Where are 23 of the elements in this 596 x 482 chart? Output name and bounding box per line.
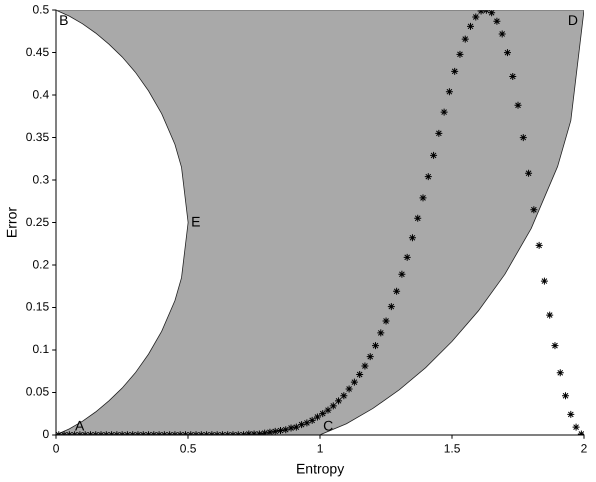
- annotation: D: [568, 12, 578, 28]
- y-tick-label: 0.1: [32, 342, 50, 356]
- x-tick-label: 0: [52, 441, 60, 456]
- y-axis-title: Error: [3, 206, 20, 238]
- annotation: B: [59, 12, 68, 28]
- y-tick-label: 0.5: [32, 2, 50, 17]
- y-tick-label: 0.25: [26, 214, 50, 229]
- x-axis-title: Entropy: [296, 460, 344, 476]
- y-tick-label: 0.4: [32, 87, 50, 102]
- y-tick-label: 0.3: [32, 172, 50, 186]
- x-tick-label: 0.5: [180, 441, 197, 456]
- x-tick-label: 2: [580, 441, 588, 456]
- x-tick-label: 1: [316, 441, 324, 456]
- y-tick-label: 0.35: [26, 130, 50, 144]
- y-tick-label: 0.05: [26, 384, 50, 399]
- y-tick-label: 0.15: [26, 300, 50, 314]
- y-tick-label: 0.45: [26, 44, 50, 59]
- x-tick-label: 1.5: [444, 441, 461, 456]
- y-tick-label: 0: [42, 427, 50, 442]
- annotation: C: [323, 418, 334, 434]
- y-tick-label: 0.2: [32, 257, 50, 272]
- annotation: A: [74, 418, 85, 434]
- annotation: E: [191, 213, 200, 230]
